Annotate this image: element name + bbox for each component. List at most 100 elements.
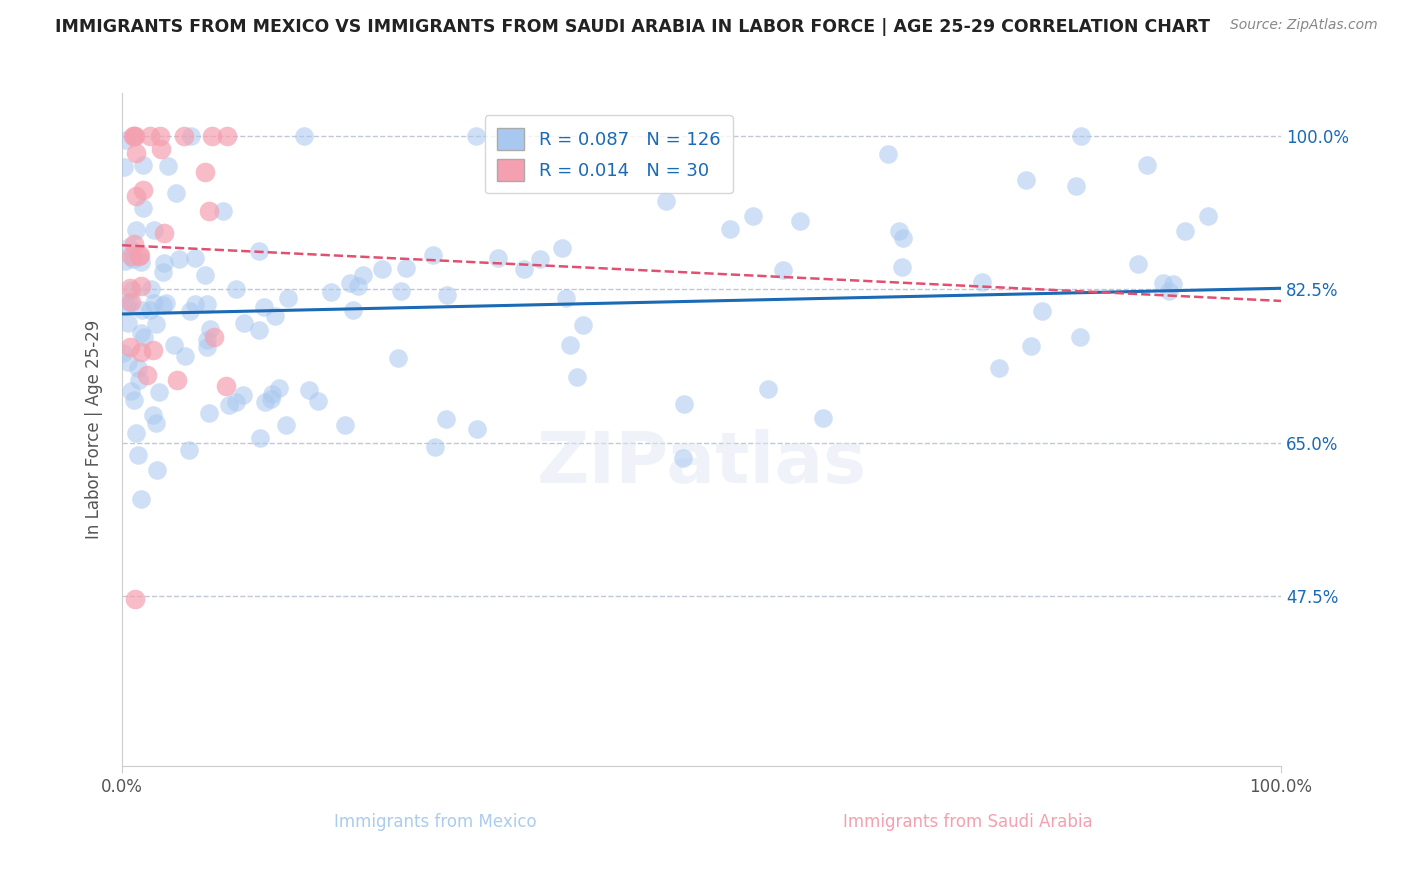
Point [247,244,270,258]
Point [262,387,284,401]
Point [1128,257,1150,271]
Point [436,288,458,302]
Point [152,265,174,279]
Point [1161,277,1184,291]
Point [253,395,276,409]
Point [122,129,145,144]
Point [201,129,224,144]
Point [217,129,239,144]
Point [249,431,271,445]
Point [371,262,394,277]
Point [120,384,142,398]
Point [131,303,153,318]
Point [132,184,155,198]
Point [465,422,488,436]
Point [655,194,678,209]
Point [225,395,247,409]
Point [395,261,418,276]
Point [179,304,201,318]
Point [558,338,581,352]
Point [1069,329,1091,343]
Point [142,408,165,422]
Point [1197,209,1219,223]
Point [114,253,136,268]
Point [197,406,219,420]
Point [232,388,254,402]
Point [143,296,166,310]
Legend: R = 0.087   N = 126, R = 0.014   N = 30: R = 0.087 N = 126, R = 0.014 N = 30 [485,115,733,194]
Text: Immigrants from Saudi Arabia: Immigrants from Saudi Arabia [844,814,1092,831]
Point [145,318,167,332]
Text: Immigrants from Mexico: Immigrants from Mexico [333,814,536,831]
Point [121,283,143,297]
Point [150,142,173,156]
Point [1152,276,1174,290]
Point [565,370,588,384]
Point [125,426,148,441]
Y-axis label: In Labor Force | Age 25-29: In Labor Force | Age 25-29 [86,320,103,539]
Point [339,276,361,290]
Point [233,317,256,331]
Point [174,349,197,363]
Point [253,301,276,315]
Point [153,256,176,270]
Point [422,247,444,261]
Point [202,330,225,344]
Point [319,285,342,300]
Point [297,383,319,397]
Point [163,338,186,352]
Point [891,231,914,245]
Point [277,292,299,306]
Point [218,398,240,412]
Point [194,268,217,282]
Point [152,298,174,312]
Point [194,165,217,179]
Point [225,282,247,296]
Point [1015,173,1038,187]
Point [1136,158,1159,172]
Point [551,241,574,255]
Point [153,227,176,241]
Point [211,203,233,218]
Point [131,158,153,172]
Text: IMMIGRANTS FROM MEXICO VS IMMIGRANTS FROM SAUDI ARABIA IN LABOR FORCE | AGE 25-2: IMMIGRANTS FROM MEXICO VS IMMIGRANTS FRO… [55,18,1211,36]
Point [264,309,287,323]
Point [267,380,290,394]
Point [214,379,236,393]
Point [987,361,1010,376]
Point [129,279,152,293]
Point [127,360,149,375]
Point [149,129,172,144]
Point [145,463,167,477]
Point [672,451,695,466]
Point [789,214,811,228]
Point [1064,178,1087,193]
Point [434,412,457,426]
Point [118,294,141,309]
Point [347,279,370,293]
Point [513,262,536,277]
Point [529,252,551,267]
Point [120,294,142,309]
Point [307,394,329,409]
Point [131,201,153,215]
Point [145,416,167,430]
Point [135,368,157,383]
Point [247,323,270,337]
Point [1031,303,1053,318]
Text: Source: ZipAtlas.com: Source: ZipAtlas.com [1230,18,1378,32]
Point [143,223,166,237]
Point [111,346,134,360]
Point [342,302,364,317]
Point [758,383,780,397]
Point [177,443,200,458]
Point [423,440,446,454]
Point [129,345,152,359]
Point [125,222,148,236]
Point [118,281,141,295]
Point [195,334,218,348]
Point [129,491,152,506]
Point [173,129,195,144]
Point [129,255,152,269]
Point [464,129,486,144]
